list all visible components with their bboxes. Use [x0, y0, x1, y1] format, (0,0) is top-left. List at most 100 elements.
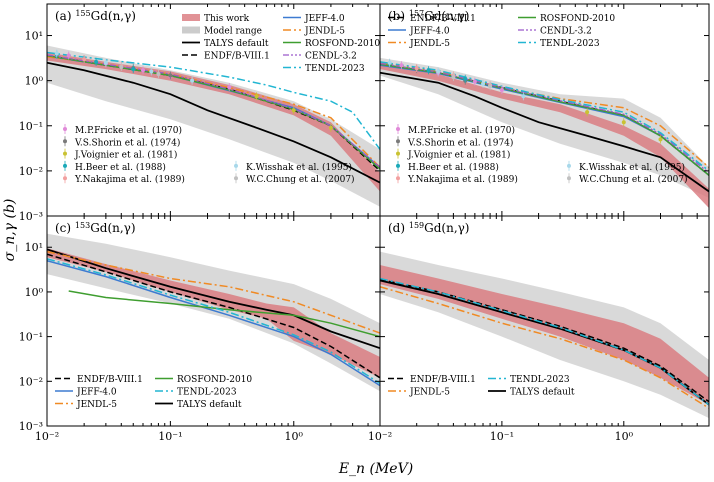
panel-b-point-m-p-fricke-et-al-1970 [472, 79, 477, 84]
panel-b-point-j-voignier-et-al-1981 [585, 110, 590, 115]
panel-a-legend-cendl-3-2: CENDL-3.2 [305, 52, 357, 62]
panel-d: 10⁻² 10⁻¹ 10⁰ (d) 159Gd(n,γ) ENDF/B-VIII.1 JE… [368, 215, 710, 443]
panel-b-point-h-beer-et-al-1988 [463, 76, 468, 81]
panel-a-legend-v-s-shorin-et-al-1974: V.S.Shorin et al. (1974) [74, 137, 180, 148]
panel-d-title: (d) 159Gd(n,γ) [388, 221, 470, 236]
panel-a-legend-talys-default: TALYS default [204, 39, 269, 49]
panel-d-legend-talys-default: TALYS default [510, 388, 575, 398]
panel-a-plot-area [47, 45, 380, 207]
panel-b-point-h-beer-et-al-1988 [426, 68, 431, 73]
panel-b-point-w-c-chung-et-al-2007 [488, 84, 493, 89]
panel-a-legend-y-nakajima-et-al-1989: Y.Nakajima et al. (1989) [74, 174, 185, 185]
panel-c-x-tick-label: 10⁰ [285, 430, 304, 443]
panel-c-legend-tendl-2023: TENDL-2023 [177, 388, 237, 398]
panel-b-plot-area [380, 57, 709, 209]
panel-b-legend-j-voignier-et-al-1981-marker [396, 151, 400, 156]
panel-c-series-talys-default [47, 248, 380, 350]
panel-b-title-reaction: Gd(n,γ) [424, 9, 469, 23]
panel-c-x-tick-label: 10⁻¹ [158, 430, 182, 443]
panel-a-y-tick-label: 10¹ [25, 30, 43, 43]
panel-b-legend-rosfond-2010: ROSFOND-2010 [540, 14, 615, 24]
panel-d-band-this-work [380, 265, 709, 405]
panel-a-series-tendl-2023 [47, 51, 380, 150]
panel-c-legend-rosfond-2010: ROSFOND-2010 [177, 375, 252, 385]
panel-b-legend-jeff-4-0: JEFF-4.0 [409, 27, 450, 37]
panel-a-y-tick-label: 10⁻³ [19, 210, 43, 223]
x-axis-label: E_n (MeV) [338, 461, 413, 477]
panel-a-legend-m-p-fricke-et-al-1970-marker [63, 127, 67, 131]
panel-b-legend-k-wisshak-et-al-1995-marker [567, 163, 571, 168]
panel-a-point-w-c-chung-et-al-2007 [119, 65, 124, 70]
panel-b-point-k-wisshak-et-al-1995 [521, 94, 526, 99]
panel-a-y-tick-label: 10⁰ [25, 75, 44, 88]
panel-a-legend-model-range: Model range [204, 27, 262, 37]
panel-c-band-this-work [47, 248, 380, 378]
panel-a-point-k-wisshak-et-al-1995 [54, 51, 59, 56]
panel-a-band-model-range [47, 45, 380, 207]
panel-a-legend-j-voignier-et-al-1981: J.Voignier et al. (1981) [74, 150, 177, 161]
panel-b-band-this-work [380, 62, 709, 209]
panel-c-y-tick-label: 10⁰ [25, 286, 44, 299]
panel-b-legend-y-nakajima-et-al-1989-marker [396, 176, 400, 181]
panel-a-point-j-voignier-et-al-1981 [328, 125, 333, 130]
panel-a-point-w-c-chung-et-al-2007 [156, 72, 161, 77]
panel-a-point-m-p-fricke-et-al-1970 [66, 53, 71, 58]
panel-c-title: (c) 153Gd(n,γ) [55, 221, 136, 236]
panel-a-point-m-p-fricke-et-al-1970 [227, 85, 232, 90]
panel-a-point-y-nakajima-et-al-1989 [82, 57, 87, 62]
panel-a-point-h-beer-et-al-1988 [131, 67, 136, 72]
panel-a-point-h-beer-et-al-1988 [94, 59, 99, 64]
panel-d-x-tick-label: 10⁻¹ [490, 430, 514, 443]
panel-a-legend-v-s-shorin-et-al-1974-marker [63, 139, 67, 144]
panel-d-title-reaction: Gd(n,γ) [424, 221, 469, 235]
panel-d-plot-area [380, 251, 709, 419]
panel-b-legend-y-nakajima-et-al-1989: Y.Nakajima et al. (1989) [407, 174, 518, 185]
panel-c-y-tick-label: 10⁻¹ [19, 331, 43, 344]
panel-d-series-jendl-5 [380, 286, 709, 409]
panel-a-legend-y-nakajima-et-al-1989-marker [63, 176, 67, 181]
panel-c-legend-endf-b-viii-1: ENDF/B-VIII.1 [77, 375, 143, 385]
panel-c-y-tick-label: 10⁻³ [19, 420, 43, 433]
panel-b-legend-tendl-2023: TENDL-2023 [540, 39, 600, 49]
panel-b-series-talys-default [380, 71, 709, 193]
panel-b-legend-h-beer-et-al-1988-marker [396, 163, 400, 168]
panel-a-point-m-p-fricke-et-al-1970 [141, 68, 146, 73]
panel-c-series-tendl-2023 [47, 258, 380, 385]
panel-b-legend-w-c-chung-et-al-2007-marker [567, 176, 571, 181]
panel-a: 10⁻³ 10⁻² 10⁻¹ 10⁰ 10¹ (a) 155Gd(n,γ) This wor… [19, 3, 381, 223]
panel-a-legend-h-beer-et-al-1988: H.Beer et al. (1988) [75, 162, 166, 173]
panel-c-x-tick-label: 10⁻² [35, 430, 59, 443]
panel-c-y-tick-label: 10¹ [25, 241, 43, 254]
panel-c-series-jendl-5 [47, 250, 380, 334]
panel-d-legend-jendl-5: JENDL-5 [409, 388, 450, 398]
panel-a-point-j-voignier-et-al-1981 [291, 108, 296, 113]
panel-c-legend-jendl-5: JENDL-5 [76, 400, 117, 410]
panel-b-band-model-range [380, 57, 709, 199]
panel-a-legend-m-p-fricke-et-al-1970: M.P.Fricke et al. (1970) [75, 125, 182, 136]
panel-d-legend-endf-b-viii-1: ENDF/B-VIII.1 [410, 375, 476, 385]
panel-d-x-tick-label: 10⁰ [615, 430, 634, 443]
panel-d-frame [379, 215, 710, 427]
panel-d-title-mass: 159 [409, 221, 424, 230]
panel-a-title-reaction: Gd(n,γ) [91, 9, 136, 23]
panel-a-title: (a) 155Gd(n,γ) [55, 9, 136, 24]
panel-b-point-w-c-chung-et-al-2007 [451, 75, 456, 80]
panel-b-series-tendl-2023 [380, 61, 709, 172]
panel-c-legend-talys-default: TALYS default [177, 400, 242, 410]
panel-a-legend-h-beer-et-al-1988-marker [63, 163, 67, 168]
panel-a-legend-model-range-swatch [182, 26, 200, 34]
panel-b-legend-m-p-fricke-et-al-1970: M.P.Fricke et al. (1970) [408, 125, 515, 136]
panel-b-legend-h-beer-et-al-1988: H.Beer et al. (1988) [408, 162, 499, 173]
panel-b-title-mass: 157 [409, 9, 424, 18]
panel-a-legend-w-c-chung-et-al-2007-marker [234, 176, 238, 181]
panel-c-series-rosfond-2010 [68, 290, 380, 338]
panel-a-series-talys-default [47, 61, 380, 184]
panel-b-point-k-wisshak-et-al-1995 [436, 69, 441, 74]
panel-a-point-k-wisshak-et-al-1995 [149, 69, 154, 74]
panel-b-legend-m-p-fricke-et-al-1970-marker [396, 127, 400, 131]
panel-b-legend-cendl-3-2: CENDL-3.2 [540, 27, 592, 37]
panel-b-point-j-voignier-et-al-1981 [621, 120, 626, 125]
